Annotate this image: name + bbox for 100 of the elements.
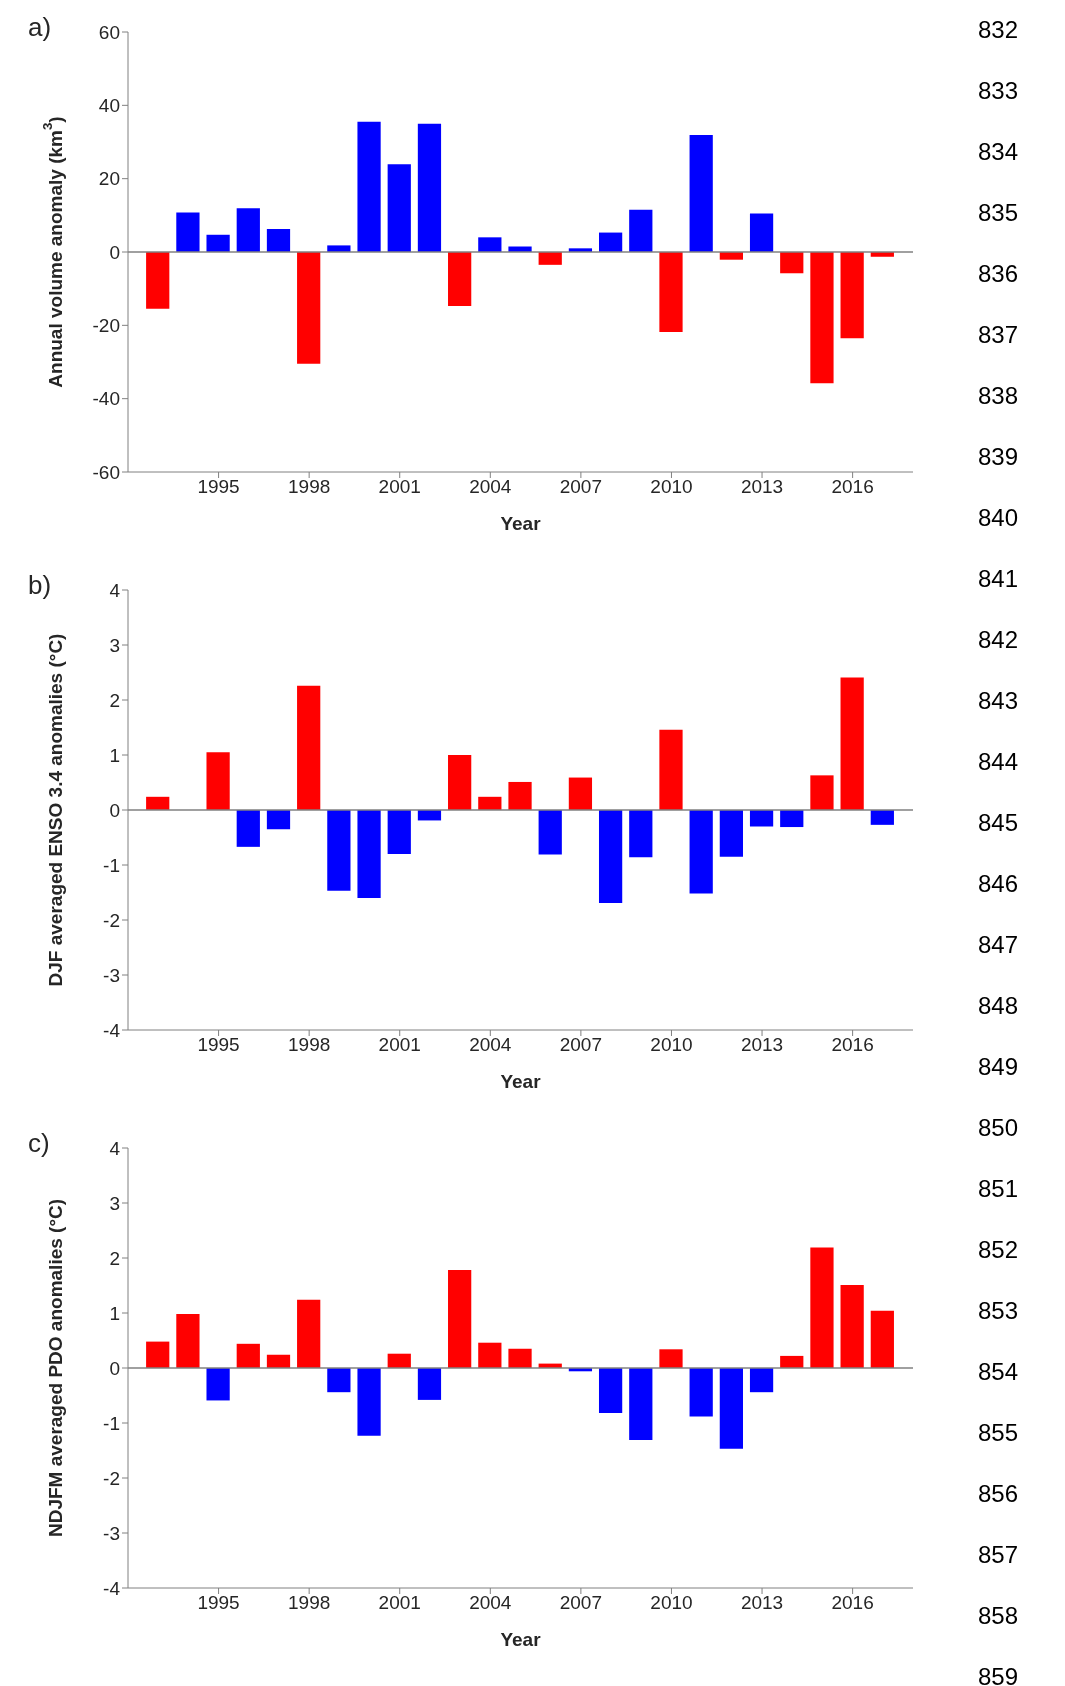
bar [598,232,623,252]
bar [327,1368,351,1393]
y-tick-label: 3 [109,634,120,656]
x-tick-label: 1995 [197,476,240,498]
text: 841 [977,565,1018,593]
x-tick-label: 2001 [378,1034,421,1056]
y-tick-label: -2 [103,909,120,931]
text: 835 [977,199,1018,227]
chart-title: c) [28,1128,50,1159]
bar [659,252,683,332]
text: 850 [977,1114,1018,1142]
x-tick-label: 2010 [650,1592,693,1614]
bar [508,1348,532,1368]
x-tick-label: 1998 [288,476,331,498]
bar [749,213,774,252]
bar [448,1270,472,1368]
text: 859 [977,1663,1018,1686]
text: 840 [977,504,1018,532]
bar [659,729,683,810]
y-tick-label: 0 [109,1357,120,1379]
bar [689,1368,713,1417]
bar [870,1310,894,1368]
x-tick-label: 2016 [831,1034,874,1056]
bar [478,1342,502,1368]
bar [357,121,381,252]
text: 844 [977,748,1018,776]
bar [810,775,834,810]
x-tick-label: 2004 [469,1034,512,1056]
y-tick-label: 60 [98,21,120,43]
text: 836 [977,260,1018,288]
x-tick-label: 1995 [197,1034,240,1056]
bar [810,1247,834,1368]
bar [840,1284,864,1368]
bar [206,1368,230,1401]
bar [568,777,593,810]
bar [870,810,894,825]
x-tick-label: 2010 [650,476,693,498]
x-tick-label: 2007 [559,1592,603,1614]
y-tick-label: -1 [103,854,120,876]
bar [478,796,502,810]
text: 843 [977,687,1018,715]
chart-title: a) [28,12,52,43]
y-tick-label: -3 [103,1522,120,1544]
bar [538,810,562,855]
text: 857 [977,1541,1018,1569]
bar [538,252,562,265]
bar [176,212,200,252]
bar [387,164,411,252]
bar [417,1368,442,1400]
bar [146,796,170,810]
bar [598,810,623,903]
y-tick-label: 0 [109,799,120,821]
bar [146,252,170,309]
y-tick-label: 4 [109,579,121,601]
bar [236,810,260,847]
y-axis-title: DJF averaged ENSO 3.4 anomalies (°C) [44,633,66,987]
y-tick-label: 1 [109,1302,120,1324]
bar [629,810,653,858]
text: 839 [977,443,1018,471]
text: 838 [977,382,1018,410]
y-tick-label: 0 [109,241,120,263]
bar [206,234,230,252]
bar [297,1299,321,1368]
x-tick-label: 2010 [650,1034,693,1056]
bar [689,135,713,252]
text: 832 [977,16,1018,44]
bar [357,810,381,898]
bar [508,781,532,810]
bar [689,810,713,894]
bar [357,1368,381,1436]
x-tick-label: 2007 [559,476,603,498]
bar [719,1368,743,1449]
y-tick-label: 40 [98,95,120,117]
bar [266,810,291,830]
text: 856 [977,1480,1018,1508]
bar [266,228,291,252]
x-tick-label: 2016 [831,1592,874,1614]
x-tick-label: 2004 [469,1592,512,1614]
bar [206,752,230,810]
bar [749,1368,774,1393]
x-axis-title: Year [500,1071,542,1092]
bar [387,810,411,854]
bar [629,209,653,252]
text: 834 [977,138,1018,166]
bar [297,252,321,364]
y-tick-label: 20 [98,168,120,190]
bar [659,1349,683,1368]
bar [629,1368,653,1441]
y-tick-label: 3 [109,1192,120,1214]
bar [266,1354,291,1368]
text: 845 [977,809,1018,837]
text: 851 [977,1175,1018,1203]
y-axis-title: NDJFM averaged PDO anomalies (°C) [44,1198,66,1538]
x-axis-title: Year [500,513,542,534]
x-tick-label: 1998 [288,1034,331,1056]
x-tick-label: 2013 [740,1034,784,1056]
text: 858 [977,1602,1018,1630]
bar [840,252,864,339]
y-tick-label: -1 [103,1412,120,1434]
y-tick-label: -60 [92,461,120,483]
